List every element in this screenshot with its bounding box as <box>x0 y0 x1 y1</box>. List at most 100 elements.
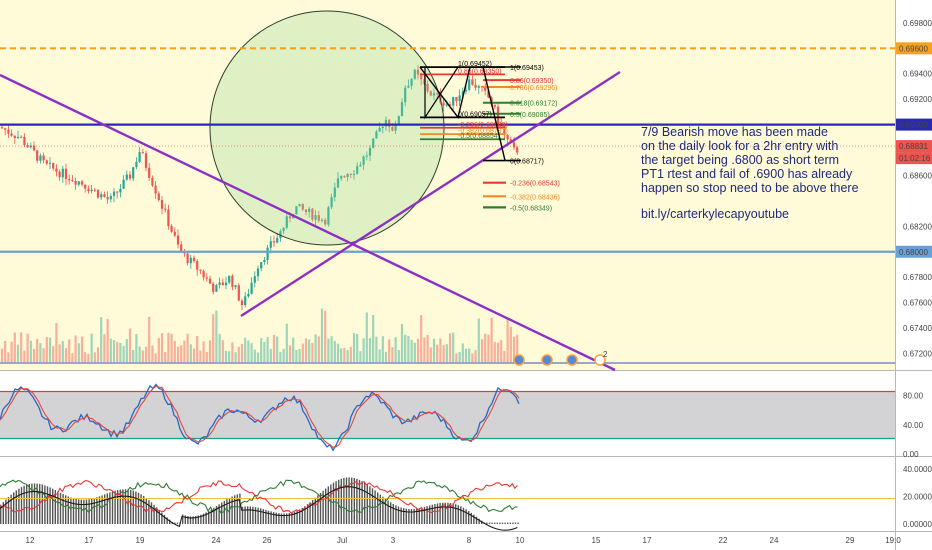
adx-histogram-bar <box>104 494 106 524</box>
adx-histogram-bar <box>267 510 270 524</box>
event-icon[interactable] <box>594 354 606 366</box>
volume-bar <box>493 342 496 362</box>
candle-body <box>356 166 359 174</box>
candle-body <box>170 225 173 232</box>
volume-bar <box>135 334 138 362</box>
candle-body <box>333 187 336 198</box>
candle-body <box>84 184 87 189</box>
fib-small-label: 0.86(0.69350) <box>458 68 502 75</box>
candle-body <box>298 204 301 207</box>
volume-bar <box>352 333 356 362</box>
candle-body <box>477 86 480 88</box>
volume-bar <box>71 353 74 362</box>
adx-histogram-bar <box>111 491 114 524</box>
adx-histogram-bar <box>486 522 488 524</box>
candle-body <box>391 127 394 131</box>
adx-histogram-bar <box>488 522 491 524</box>
volume-bar <box>157 337 160 362</box>
dmi-minus-line <box>0 479 518 514</box>
volume-bar <box>346 350 349 362</box>
candle-body <box>164 208 167 210</box>
adx-histogram-bar <box>452 503 454 524</box>
volume-bar <box>109 338 112 362</box>
candle-body <box>160 200 164 209</box>
volume-bar <box>231 342 234 362</box>
adx-histogram-bar <box>283 513 285 524</box>
adx-histogram-bar <box>184 515 186 524</box>
candle-body <box>436 93 439 95</box>
candle-body <box>167 209 170 226</box>
annotation-line-3: the target being .6800 as short term <box>641 153 839 167</box>
volume-bar <box>80 336 84 362</box>
candle-body <box>176 235 180 245</box>
volume-bar <box>496 342 500 362</box>
event-icon[interactable] <box>513 354 525 366</box>
candle-body <box>295 206 298 215</box>
adx-histogram-bar <box>114 490 116 524</box>
adx-histogram-bar <box>275 512 277 524</box>
adx-histogram-bar <box>395 505 397 524</box>
candle-body <box>445 104 448 106</box>
adx-histogram-bar <box>369 486 371 524</box>
adx-histogram-bar <box>351 477 353 524</box>
candle-body <box>343 176 346 178</box>
candle-body <box>388 119 391 128</box>
volume-bar <box>362 338 365 362</box>
price-tick-label: 0.69200 <box>903 95 932 104</box>
adx-histogram-bar <box>28 484 30 524</box>
candle-body <box>330 197 333 208</box>
time-tick-label: 17 <box>85 536 94 545</box>
adx-histogram-bar <box>127 489 129 524</box>
candle-body <box>317 215 320 221</box>
volume-bar <box>199 350 202 362</box>
time-tick-label: 24 <box>212 536 221 545</box>
volume-bar <box>356 333 359 362</box>
volume-bar <box>416 338 420 362</box>
candle-body <box>400 102 404 117</box>
candle-body <box>346 173 349 177</box>
candle-body <box>183 252 186 254</box>
candle-body <box>426 83 429 92</box>
candle-body <box>327 207 330 225</box>
volume-bar <box>119 342 122 362</box>
volume-bar <box>103 334 106 362</box>
adx-histogram-bar <box>338 479 340 524</box>
annotation-link[interactable]: bit.ly/carterkylecapyoutube <box>641 207 789 221</box>
adx-histogram-bar <box>254 507 257 524</box>
time-tick-label: 19:0 <box>885 536 901 545</box>
adx-histogram-bar <box>26 484 28 524</box>
candle-body <box>144 153 148 168</box>
adx-histogram-bar <box>514 522 517 524</box>
adx-histogram-bar <box>306 504 309 524</box>
adx-histogram-bar <box>166 517 168 524</box>
candle-body <box>311 208 314 220</box>
volume-bar <box>474 350 477 362</box>
adx-histogram-bar <box>418 508 420 524</box>
price-tick-label: 0.69400 <box>903 70 932 79</box>
candle-body <box>468 79 471 90</box>
volume-bar <box>256 352 260 362</box>
adx-histogram-bar <box>309 502 311 524</box>
event-icon[interactable] <box>566 354 578 366</box>
adx-histogram-bar <box>109 492 111 524</box>
volume-bar <box>394 337 397 362</box>
event-icon[interactable] <box>541 354 553 366</box>
volume-bar <box>368 338 372 362</box>
candle-body <box>96 189 100 198</box>
volume-bar <box>202 341 205 362</box>
candle-body <box>23 136 26 145</box>
volume-bar <box>349 346 352 362</box>
event-markers[interactable]: 2 <box>513 350 608 366</box>
time-tick-label: 19 <box>136 536 145 545</box>
candle-body <box>461 91 464 96</box>
price-tick-label: 0.67400 <box>903 324 932 333</box>
annotation-line-2: on the daily look for a 2hr entry with <box>641 139 838 153</box>
volume-bar <box>269 348 272 362</box>
adx-histogram-bar <box>78 499 80 524</box>
volume-bar <box>288 345 292 362</box>
adx-histogram-bar <box>140 494 142 524</box>
candle-body <box>218 282 221 285</box>
adx-histogram-bar <box>158 509 160 524</box>
candle-body <box>122 179 125 189</box>
